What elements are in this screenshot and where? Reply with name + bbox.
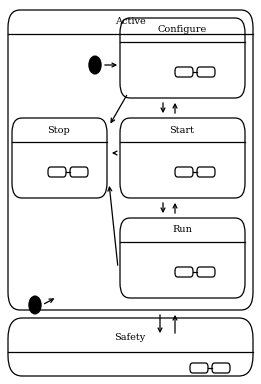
FancyBboxPatch shape — [70, 167, 88, 177]
FancyBboxPatch shape — [8, 318, 253, 376]
FancyBboxPatch shape — [190, 363, 208, 373]
FancyBboxPatch shape — [120, 218, 245, 298]
FancyBboxPatch shape — [175, 67, 193, 77]
Circle shape — [29, 296, 41, 314]
FancyBboxPatch shape — [8, 10, 253, 310]
FancyBboxPatch shape — [197, 167, 215, 177]
FancyBboxPatch shape — [120, 118, 245, 198]
Text: Start: Start — [169, 126, 194, 134]
Text: Configure: Configure — [157, 25, 207, 35]
Circle shape — [89, 56, 101, 74]
FancyBboxPatch shape — [175, 167, 193, 177]
FancyBboxPatch shape — [212, 363, 230, 373]
Text: Active: Active — [115, 18, 145, 26]
FancyBboxPatch shape — [197, 67, 215, 77]
Text: Stop: Stop — [48, 126, 70, 134]
Text: Run: Run — [172, 225, 192, 235]
FancyBboxPatch shape — [175, 267, 193, 277]
FancyBboxPatch shape — [12, 118, 107, 198]
FancyBboxPatch shape — [120, 18, 245, 98]
FancyBboxPatch shape — [197, 267, 215, 277]
Text: Safety: Safety — [114, 333, 146, 343]
FancyBboxPatch shape — [48, 167, 66, 177]
